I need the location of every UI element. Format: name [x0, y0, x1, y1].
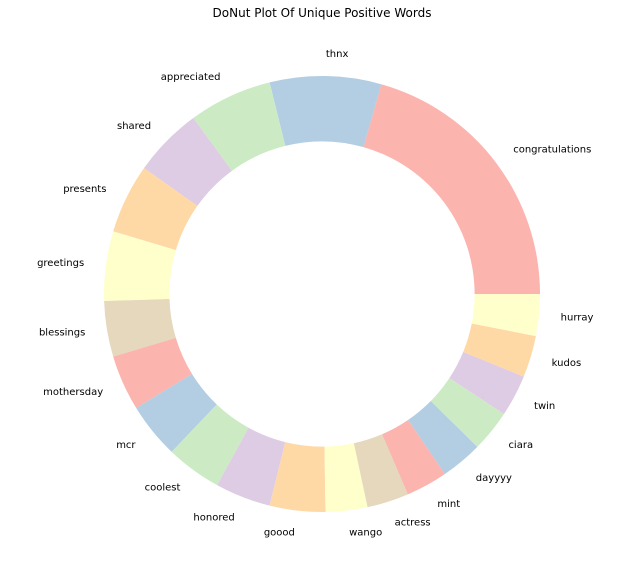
slice-twin: [449, 351, 524, 415]
slice-mcr: [136, 373, 217, 452]
slice-kudos: [463, 323, 536, 377]
slice-hurray: [471, 294, 540, 337]
slice-label-shared: shared: [117, 121, 151, 132]
slice-label-twin: twin: [534, 401, 555, 412]
slice-label-congratulations: congratulations: [513, 144, 591, 155]
slice-coolest: [171, 404, 249, 486]
slice-label-wango: wango: [349, 527, 382, 538]
slice-label-greetings: greetings: [37, 258, 84, 269]
slice-label-mint: mint: [437, 499, 460, 510]
slice-label-hurray: hurray: [561, 312, 594, 323]
donut-slices: [103, 76, 540, 512]
slice-congratulations: [363, 84, 540, 294]
slice-greetings: [103, 231, 176, 302]
slice-mothersday: [113, 337, 192, 409]
slice-appreciated: [193, 82, 286, 171]
slice-label-mothersday: mothersday: [43, 387, 103, 398]
slice-shared: [143, 118, 232, 206]
slice-honored: [217, 427, 286, 506]
slice-label-honored: honored: [193, 512, 234, 523]
slice-label-presents: presents: [63, 184, 106, 195]
slice-thnx: [269, 76, 382, 148]
slice-dayyyy: [408, 401, 478, 475]
slice-label-mcr: mcr: [116, 440, 136, 451]
slice-blessings: [104, 298, 176, 357]
slice-goood: [269, 442, 326, 512]
slice-label-blessings: blessings: [39, 328, 85, 339]
slice-label-kudos: kudos: [552, 358, 582, 369]
slice-label-goood: goood: [264, 527, 295, 538]
slice-wango: [324, 443, 368, 512]
slice-label-coolest: coolest: [145, 483, 181, 494]
chart-title: DoNut Plot Of Unique Positive Words: [213, 6, 432, 20]
slice-label-thnx: thnx: [326, 49, 349, 60]
slice-mint: [382, 420, 445, 495]
slice-presents: [113, 168, 198, 251]
slice-label-appreciated: appreciated: [161, 72, 221, 83]
slice-label-dayyyy: dayyyy: [476, 473, 512, 484]
slice-label-actress: actress: [395, 518, 431, 529]
slice-label-ciara: ciara: [508, 440, 533, 451]
slice-labels: congratulations thnx appreciated shared pres…: [37, 49, 593, 538]
slice-ciara: [430, 378, 504, 447]
slice-actress: [353, 434, 408, 508]
